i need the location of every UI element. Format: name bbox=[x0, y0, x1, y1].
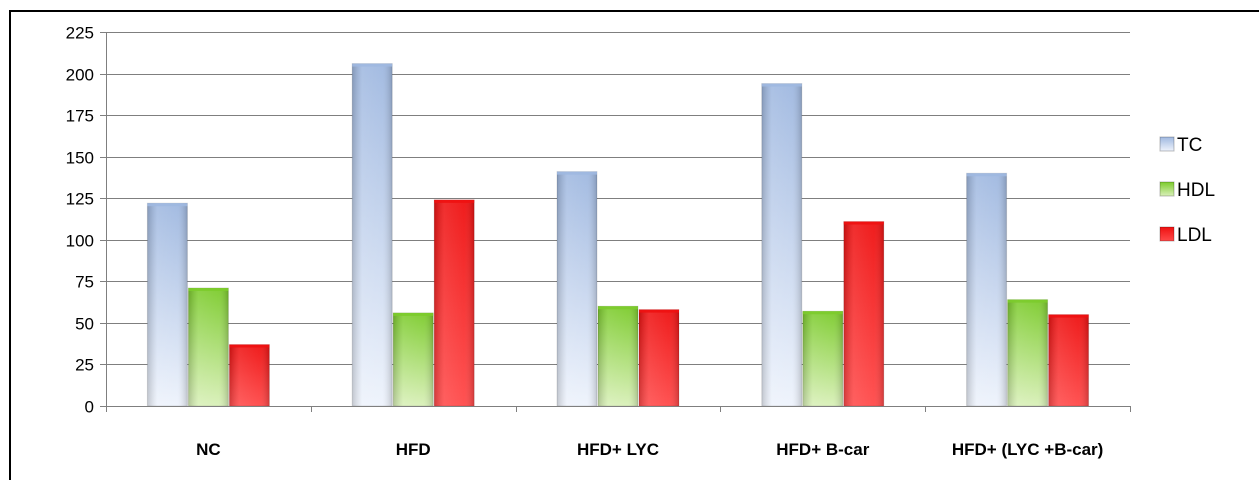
legend-label: TC bbox=[1177, 135, 1202, 156]
bar-ldl-4 bbox=[843, 220, 885, 407]
category-label: NC bbox=[196, 440, 221, 459]
y-tick-label: 25 bbox=[75, 356, 94, 375]
bar-hdl-4 bbox=[802, 310, 844, 407]
axes: 0 25 50 75 100 125 150 175 200 225 NC HFD HFD+ LYC HF… bbox=[66, 24, 1131, 459]
bar-tc-3 bbox=[556, 171, 598, 407]
y-tick-label: 0 bbox=[85, 398, 94, 417]
chart-frame bbox=[9, 10, 1259, 480]
category-label: HFD+ (LYC +B-car) bbox=[952, 440, 1103, 459]
legend: TC HDL LDL bbox=[1159, 135, 1215, 246]
bar-hdl-3 bbox=[597, 305, 639, 407]
bar-ldl-1 bbox=[228, 343, 270, 407]
legend-swatch bbox=[1159, 226, 1175, 242]
y-tick-label: 75 bbox=[75, 273, 94, 292]
legend-label: HDL bbox=[1177, 180, 1215, 201]
y-tick-label: 150 bbox=[66, 149, 94, 168]
bar-tc-2 bbox=[351, 63, 393, 407]
bar-tc-5 bbox=[966, 172, 1008, 407]
bar-ldl-2 bbox=[433, 199, 475, 407]
bar-tc-4 bbox=[761, 83, 803, 407]
bar-tc-1 bbox=[146, 202, 188, 407]
bars bbox=[146, 63, 1090, 407]
legend-label: LDL bbox=[1177, 225, 1212, 246]
category-label: HFD+ LYC bbox=[577, 440, 659, 459]
category-label: HFD bbox=[396, 440, 431, 459]
bar-ldl-5 bbox=[1048, 314, 1090, 407]
y-tick-label: 200 bbox=[66, 66, 94, 85]
legend-swatch bbox=[1159, 181, 1175, 197]
y-tick-label: 175 bbox=[66, 107, 94, 126]
bar-hdl-2 bbox=[392, 312, 434, 407]
y-tick-label: 125 bbox=[66, 190, 94, 209]
y-tick-label: 50 bbox=[75, 315, 94, 334]
y-tick-label: 225 bbox=[66, 24, 94, 43]
legend-swatch bbox=[1159, 136, 1175, 152]
bar-hdl-5 bbox=[1007, 299, 1049, 407]
bar-hdl-1 bbox=[187, 287, 229, 407]
y-tick-label: 100 bbox=[66, 232, 94, 251]
bar-ldl-3 bbox=[638, 309, 680, 407]
category-label: HFD+ B-car bbox=[776, 440, 869, 459]
